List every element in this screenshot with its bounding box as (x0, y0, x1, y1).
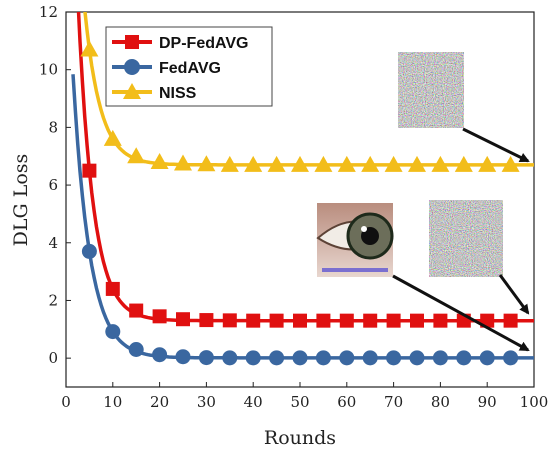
legend-marker-triangle (123, 83, 141, 99)
data-point-dp-fedavg (129, 303, 144, 318)
data-point-dp-fedavg (246, 313, 261, 328)
data-point-dp-fedavg (339, 313, 354, 328)
data-point-fedavg (175, 349, 191, 365)
y-tick-label: 12 (39, 3, 58, 21)
data-point-fedavg (245, 350, 261, 366)
legend-marker-circle (124, 59, 140, 75)
y-tick-label: 0 (48, 349, 58, 367)
data-point-dp-fedavg (433, 313, 448, 328)
data-point-dp-fedavg (222, 313, 237, 328)
data-point-dp-fedavg (293, 313, 307, 328)
data-point-niss (220, 155, 239, 172)
x-tick-label: 50 (290, 393, 309, 411)
data-point-dp-fedavg (199, 313, 214, 328)
legend-marker-square (125, 35, 139, 49)
y-tick-label: 4 (48, 234, 58, 252)
data-point-fedavg (105, 324, 121, 340)
data-point-fedavg (315, 350, 331, 366)
data-point-niss (454, 155, 473, 172)
legend-item-dp-fedavg: DP-FedAVG (112, 35, 248, 52)
data-point-dp-fedavg (316, 313, 331, 328)
data-point-fedavg (339, 350, 355, 366)
x-tick-label: 70 (384, 393, 403, 411)
data-point-fedavg (432, 350, 448, 366)
legend-item-fedavg: FedAVG (112, 59, 221, 77)
data-point-niss (478, 155, 497, 172)
data-point-niss (267, 155, 286, 172)
data-point-niss (174, 154, 192, 171)
x-tick-label: 60 (337, 393, 356, 411)
data-point-fedavg (198, 350, 214, 366)
x-axis: 0 10 20 30 40 50 60 70 80 90 100 (61, 382, 548, 411)
data-point-niss (197, 155, 216, 172)
data-point-niss (80, 40, 99, 57)
x-tick-label: 20 (150, 393, 169, 411)
y-tick-label: 2 (48, 291, 58, 309)
x-tick-label: 90 (478, 393, 497, 411)
data-point-fedavg (362, 350, 378, 366)
x-tick-label: 30 (197, 393, 216, 411)
legend-label-dp-fedavg: DP-FedAVG (159, 35, 248, 52)
legend-label-niss: NISS (159, 85, 197, 102)
series-layer (71, 12, 534, 366)
data-point-dp-fedavg (363, 313, 378, 328)
y-tick-label: 8 (48, 118, 58, 136)
data-point-fedavg (222, 350, 238, 366)
data-point-niss (314, 155, 333, 172)
data-point-niss (384, 155, 403, 172)
x-tick-label: 100 (520, 393, 548, 411)
arrow-to-niss (462, 127, 530, 163)
data-point-dp-fedavg (105, 281, 120, 296)
legend: DP-FedAVG FedAVG NISS (105, 26, 273, 107)
y-axis: 0 2 4 6 8 10 12 (39, 3, 71, 367)
data-point-niss (244, 155, 263, 172)
x-tick-label: 80 (431, 393, 450, 411)
data-point-fedavg (152, 347, 168, 363)
data-point-dp-fedavg (410, 313, 424, 328)
data-point-fedavg (81, 243, 97, 259)
data-point-dp-fedavg (503, 313, 518, 328)
reconstruction-noise-dp-fedavg (429, 200, 503, 277)
x-tick-label: 40 (244, 393, 263, 411)
data-point-niss (408, 155, 426, 172)
data-point-dp-fedavg (152, 309, 167, 324)
data-point-dp-fedavg (82, 163, 97, 178)
data-point-niss (501, 155, 520, 172)
data-point-fedavg (128, 342, 144, 357)
x-tick-label: 0 (61, 393, 71, 411)
data-point-fedavg (269, 350, 285, 366)
data-point-niss (337, 155, 356, 172)
arrow-to-dp-fedavg (498, 274, 530, 315)
y-tick-label: 6 (48, 176, 58, 194)
data-point-niss (431, 155, 450, 172)
data-point-niss (150, 153, 169, 169)
data-point-fedavg (409, 350, 425, 366)
data-point-niss (361, 155, 380, 172)
data-point-niss (291, 155, 309, 172)
data-point-niss (103, 129, 122, 146)
data-point-fedavg (456, 350, 472, 366)
data-point-fedavg (479, 350, 495, 366)
data-point-dp-fedavg (176, 312, 190, 327)
x-axis-title: Rounds (264, 427, 336, 449)
legend-label-fedavg: FedAVG (159, 60, 221, 77)
data-point-fedavg (386, 350, 402, 366)
data-point-dp-fedavg (269, 313, 284, 328)
y-tick-label: 10 (39, 61, 58, 79)
legend-item-niss: NISS (112, 83, 197, 102)
data-point-niss (127, 147, 146, 164)
reconstruction-noise-niss (398, 52, 464, 128)
x-tick-label: 10 (103, 393, 122, 411)
data-point-fedavg (292, 350, 308, 366)
data-point-dp-fedavg (386, 313, 401, 328)
y-axis-title: DLG Loss (10, 154, 32, 247)
arrow-to-fedavg (392, 274, 530, 352)
data-point-fedavg (503, 350, 519, 366)
reconstruction-eye-fedavg (316, 203, 394, 277)
